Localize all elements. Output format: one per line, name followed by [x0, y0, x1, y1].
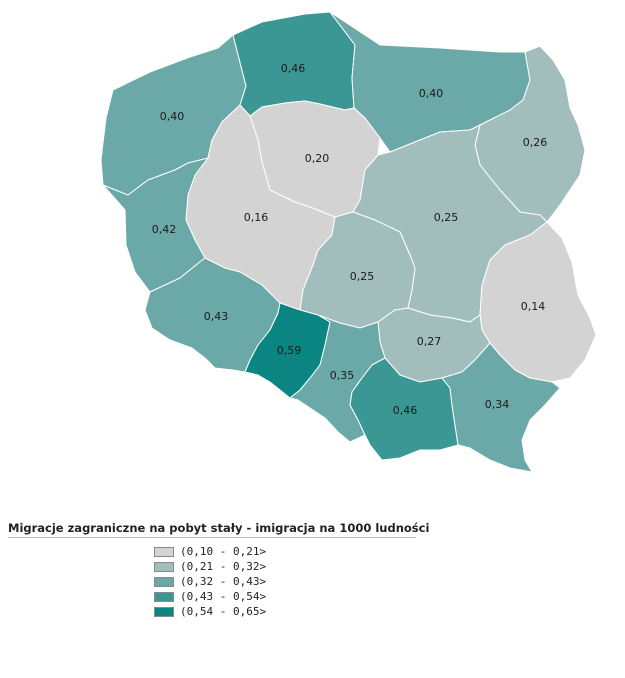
region-value-label: 0,25 — [350, 270, 375, 283]
region-value-label: 0,14 — [521, 300, 546, 313]
region-value-label: 0,16 — [244, 211, 269, 224]
legend-swatch — [154, 561, 174, 572]
legend-item: (0,10 - 0,21> — [154, 544, 416, 559]
legend-item: (0,43 - 0,54> — [154, 589, 416, 604]
region-value-label: 0,40 — [160, 110, 185, 123]
legend-label: (0,54 - 0,65> — [180, 605, 267, 618]
legend-label: (0,32 - 0,43> — [180, 575, 267, 588]
legend-swatch — [154, 576, 174, 587]
region-slaskie[interactable] — [289, 314, 386, 443]
choropleth-map: 0,40 0,46 0,40 0,26 0,20 0,16 0,42 0,25 … — [100, 11, 597, 473]
region-value-label: 0,40 — [419, 87, 444, 100]
region-lubuskie[interactable] — [102, 157, 209, 293]
region-value-label: 0,25 — [434, 211, 459, 224]
legend-title: Migracje zagraniczne na pobyt stały - im… — [8, 521, 429, 538]
region-value-label: 0,46 — [393, 404, 418, 417]
legend-swatch — [154, 546, 174, 557]
region-value-label: 0,34 — [485, 398, 510, 411]
map-legend: Migracje zagraniczne na pobyt stały - im… — [8, 521, 429, 619]
region-value-label: 0,46 — [281, 62, 306, 75]
legend-item: (0,21 - 0,32> — [154, 559, 416, 574]
region-value-label: 0,27 — [417, 335, 442, 348]
legend-item: (0,32 - 0,43> — [154, 574, 416, 589]
legend-label: (0,21 - 0,32> — [180, 560, 267, 573]
legend-swatch — [154, 606, 174, 617]
legend-swatch — [154, 591, 174, 602]
region-value-label: 0,59 — [277, 344, 302, 357]
region-value-label: 0,43 — [204, 310, 229, 323]
legend-item: (0,54 - 0,65> — [154, 604, 416, 619]
legend-label: (0,43 - 0,54> — [180, 590, 267, 603]
region-value-label: 0,35 — [330, 369, 355, 382]
legend-items: (0,10 - 0,21> (0,21 - 0,32> (0,32 - 0,43… — [154, 544, 416, 619]
region-value-label: 0,20 — [305, 152, 330, 165]
region-value-label: 0,42 — [152, 223, 177, 236]
region-value-label: 0,26 — [523, 136, 548, 149]
region-podkarpackie[interactable] — [441, 342, 561, 473]
legend-label: (0,10 - 0,21> — [180, 545, 267, 558]
